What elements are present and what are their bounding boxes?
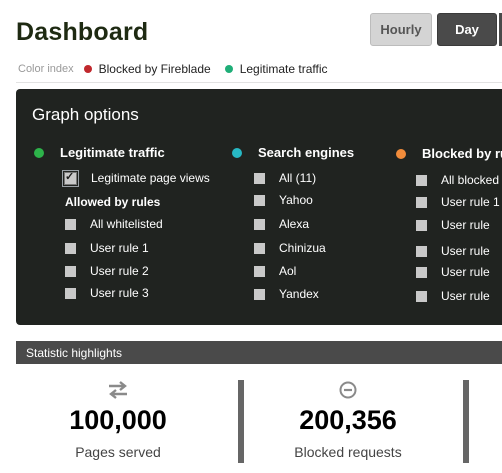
option-label: All (11) bbox=[279, 171, 317, 185]
option-blocked-user-rule-d[interactable]: User rule bbox=[416, 289, 490, 303]
checkbox-icon[interactable] bbox=[254, 172, 265, 184]
legend-label-blocked: Blocked by Fireblade bbox=[98, 62, 211, 76]
option-label: User rule 1 bbox=[90, 241, 149, 255]
checkbox-icon[interactable] bbox=[416, 219, 427, 231]
stat-divider bbox=[238, 380, 244, 463]
next-button-edge[interactable] bbox=[499, 13, 502, 46]
stat-caption: Blocked requests bbox=[294, 444, 402, 460]
cyan-dot-icon bbox=[232, 147, 242, 158]
stat-card-pages-served: 100,000 Pages served bbox=[28, 381, 208, 460]
option-blocked-user-rule-1[interactable]: User rule 1 bbox=[416, 195, 500, 209]
option-blocked-user-rule-b[interactable]: User rule bbox=[416, 244, 490, 258]
green-dot-icon bbox=[224, 65, 233, 73]
checkbox-icon[interactable] bbox=[416, 290, 427, 302]
day-button[interactable]: Day bbox=[437, 13, 497, 46]
option-label: Alexa bbox=[279, 217, 310, 231]
statistic-highlights-title: Statistic highlights bbox=[26, 345, 123, 360]
option-chinizua[interactable]: Chinizua bbox=[254, 241, 326, 255]
option-label: Legitimate page views bbox=[91, 171, 210, 185]
option-yahoo[interactable]: Yahoo bbox=[254, 193, 313, 207]
option-label: User rule bbox=[441, 289, 490, 303]
option-label: Yahoo bbox=[279, 193, 313, 207]
checkbox-icon[interactable] bbox=[65, 287, 76, 299]
legend-item-legitimate: Legitimate traffic bbox=[224, 62, 328, 76]
col-head-blocked-by-rules: Blocked by ru bbox=[396, 146, 502, 161]
checkbox-icon[interactable] bbox=[254, 194, 265, 206]
option-user-rule-3[interactable]: User rule 3 bbox=[65, 286, 149, 300]
option-user-rule-2[interactable]: User rule 2 bbox=[65, 264, 149, 278]
checkbox-icon[interactable] bbox=[416, 266, 427, 278]
col-head-search-engines: Search engines bbox=[232, 145, 354, 160]
col-head-label: Legitimate traffic bbox=[60, 145, 165, 160]
statistic-highlights-bar: Statistic highlights bbox=[16, 341, 502, 364]
option-label: User rule bbox=[441, 218, 490, 232]
checkbox-icon[interactable] bbox=[254, 265, 265, 277]
option-yandex[interactable]: Yandex bbox=[254, 287, 319, 301]
option-all-blocked[interactable]: All blocked bbox=[416, 173, 499, 187]
option-label: All whitelisted bbox=[90, 217, 163, 231]
option-label: Aol bbox=[279, 264, 297, 278]
stat-divider bbox=[463, 380, 469, 463]
minus-circle-icon bbox=[258, 381, 438, 399]
header-divider bbox=[16, 82, 502, 83]
option-all-whitelisted[interactable]: All whitelisted bbox=[65, 217, 163, 231]
color-index-label: Color index bbox=[18, 63, 74, 75]
stat-card-blocked-requests: 200,356 Blocked requests bbox=[258, 381, 438, 460]
graph-options-title: Graph options bbox=[32, 105, 139, 124]
transfer-arrows-icon bbox=[28, 381, 208, 399]
option-label: User rule bbox=[441, 244, 490, 258]
checkbox-checked-icon[interactable] bbox=[62, 169, 79, 187]
option-label: User rule 2 bbox=[90, 264, 149, 278]
col-head-label: Blocked by ru bbox=[422, 146, 502, 161]
checkbox-icon[interactable] bbox=[254, 218, 265, 230]
hourly-button[interactable]: Hourly bbox=[370, 13, 432, 46]
checkbox-icon[interactable] bbox=[416, 245, 427, 257]
checkbox-icon[interactable] bbox=[65, 265, 76, 277]
stat-value: 100,000 bbox=[69, 405, 167, 435]
stat-value: 200,356 bbox=[299, 405, 397, 435]
allowed-by-rules-heading: Allowed by rules bbox=[65, 195, 161, 209]
option-user-rule-1[interactable]: User rule 1 bbox=[65, 241, 149, 255]
option-blocked-user-rule-c[interactable]: User rule bbox=[416, 265, 490, 279]
option-legitimate-page-views[interactable]: Legitimate page views bbox=[62, 169, 210, 187]
option-label: Chinizua bbox=[279, 241, 326, 255]
checkbox-icon[interactable] bbox=[416, 196, 427, 208]
option-alexa[interactable]: Alexa bbox=[254, 217, 309, 231]
checkbox-icon[interactable] bbox=[254, 288, 265, 300]
legend-item-blocked: Blocked by Fireblade bbox=[83, 62, 211, 76]
option-label: User rule 3 bbox=[90, 286, 149, 300]
checkbox-icon[interactable] bbox=[65, 218, 76, 230]
option-blocked-user-rule-a[interactable]: User rule bbox=[416, 218, 490, 232]
red-dot-icon bbox=[83, 65, 92, 73]
checkbox-icon[interactable] bbox=[254, 242, 265, 254]
legend-label-legitimate: Legitimate traffic bbox=[239, 62, 328, 76]
orange-dot-icon bbox=[396, 148, 406, 159]
option-label: User rule bbox=[441, 265, 490, 279]
page-title: Dashboard bbox=[16, 18, 149, 46]
stat-caption: Pages served bbox=[75, 444, 161, 460]
option-aol[interactable]: Aol bbox=[254, 264, 296, 278]
option-label: Yandex bbox=[279, 287, 319, 301]
option-label: User rule 1 bbox=[441, 195, 500, 209]
checkbox-icon[interactable] bbox=[416, 174, 427, 186]
graph-options-panel: Graph options Legitimate traffic Legitim… bbox=[16, 89, 502, 325]
col-head-label: Search engines bbox=[258, 145, 355, 160]
green-dot-icon bbox=[34, 147, 44, 158]
checkbox-icon[interactable] bbox=[65, 242, 76, 254]
col-head-legitimate: Legitimate traffic bbox=[34, 145, 165, 160]
color-index-legend: Color index Blocked by Fireblade Legitim… bbox=[18, 62, 342, 76]
option-all-search[interactable]: All (11) bbox=[254, 171, 316, 185]
option-label: All blocked bbox=[441, 173, 500, 187]
